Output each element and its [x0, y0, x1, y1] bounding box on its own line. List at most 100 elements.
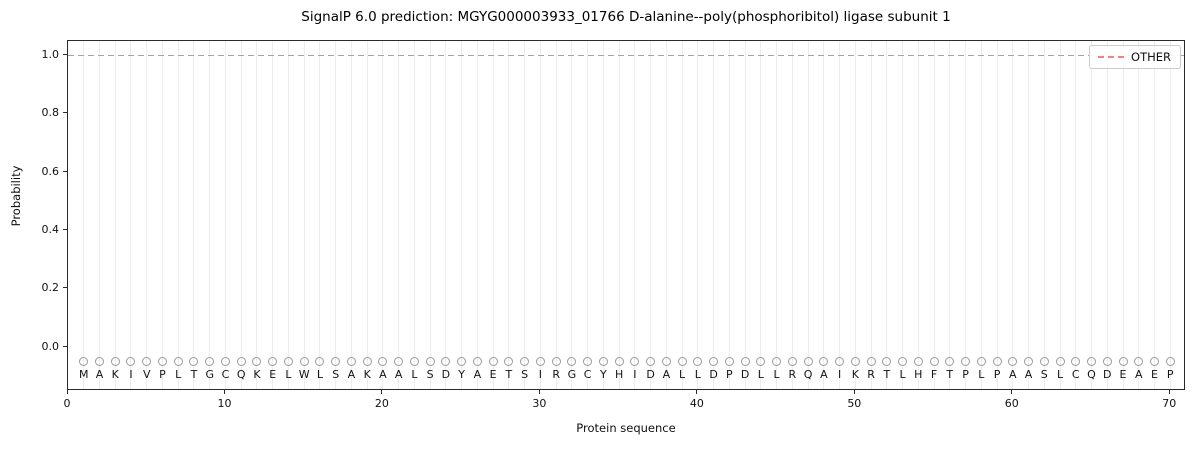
grid-line: [917, 41, 919, 389]
x-tick-mark: [853, 390, 855, 394]
residue-letter: C: [221, 367, 230, 381]
residue-letter: P: [159, 367, 166, 381]
grid-line: [272, 41, 274, 389]
residue-marker: [929, 357, 939, 367]
grid-line: [1075, 41, 1077, 389]
legend-entry-other: OTHER: [1131, 50, 1171, 64]
residue-marker: [236, 357, 246, 367]
residue-letter: S: [332, 367, 340, 381]
residue-letter: K: [253, 367, 261, 381]
grid-line: [539, 41, 541, 389]
grid-line: [256, 41, 258, 389]
grid-line: [1012, 41, 1014, 389]
y-tick-label: 0.2: [41, 281, 60, 295]
grid-line: [319, 41, 321, 389]
grid-line: [807, 41, 809, 389]
residue-marker: [1165, 357, 1175, 367]
grid-line: [429, 41, 431, 389]
grid-line: [1106, 41, 1108, 389]
residue-letter: M: [78, 367, 89, 381]
residue-marker: [1024, 357, 1034, 367]
residue-letter: D: [646, 367, 655, 381]
residue-letter: G: [567, 367, 577, 381]
residue-marker: [866, 357, 876, 367]
residue-marker: [598, 357, 608, 367]
residue-letter: A: [347, 367, 356, 381]
grid-line: [618, 41, 620, 389]
residue-marker: [1055, 357, 1065, 367]
x-tick-mark: [223, 390, 225, 394]
grid-line: [1091, 41, 1093, 389]
residue-letter: L: [285, 367, 292, 381]
residue-letter: I: [837, 367, 842, 381]
x-tick-mark: [696, 390, 698, 394]
grid-line: [949, 41, 951, 389]
grid-line: [1043, 41, 1045, 389]
residue-letter: P: [1166, 367, 1174, 381]
legend: OTHER: [1089, 45, 1181, 69]
grid-line: [555, 41, 557, 389]
grid-line: [1138, 41, 1140, 389]
residue-marker: [394, 357, 404, 367]
residue-letter: A: [473, 367, 482, 381]
residue-marker: [992, 357, 1002, 367]
residue-marker: [409, 357, 419, 367]
grid-line: [870, 41, 872, 389]
x-tick-label: 30: [532, 397, 547, 410]
residue-letter: D: [709, 367, 718, 381]
residue-letter: P: [993, 367, 1001, 381]
residue-letter: A: [394, 367, 403, 381]
grid-line: [744, 41, 746, 389]
residue-letter: L: [978, 367, 985, 381]
grid-line: [209, 41, 211, 389]
residue-letter: S: [426, 367, 434, 381]
residue-letter: L: [899, 367, 906, 381]
residue-letter: P: [962, 367, 969, 381]
grid-line: [1028, 41, 1030, 389]
residue-letter: S: [1040, 367, 1048, 381]
grid-line: [1059, 41, 1061, 389]
grid-line: [524, 41, 526, 389]
grid-line: [492, 41, 494, 389]
grid-line: [98, 41, 100, 389]
grid-line: [602, 41, 604, 389]
residue-letter: C: [1071, 367, 1080, 381]
residue-letter: E: [1119, 367, 1127, 381]
residue-letter: A: [1024, 367, 1033, 381]
y-tick-label: 0.8: [41, 106, 60, 120]
grid-line: [980, 41, 982, 389]
residue-marker: [1118, 357, 1128, 367]
residue-letter: G: [205, 367, 214, 381]
residue-letter: D: [441, 367, 451, 381]
residue-marker: [787, 357, 797, 367]
y-tick-label: 0.6: [41, 164, 60, 178]
grid-line: [791, 41, 793, 389]
residue-letter: A: [1009, 367, 1017, 381]
y-tick-mark: [63, 287, 67, 289]
grid-line: [886, 41, 888, 389]
grid-line: [161, 41, 163, 389]
residue-letter: E: [489, 367, 497, 381]
grid-line: [303, 41, 305, 389]
residue-letter: I: [633, 367, 637, 381]
residue-marker: [1134, 357, 1144, 367]
residue-letter: L: [679, 367, 686, 381]
residue-marker: [457, 357, 467, 367]
x-tick-mark: [66, 390, 68, 394]
residue-marker: [441, 357, 451, 367]
x-tick-label: 70: [1162, 397, 1177, 410]
residue-letter: V: [142, 367, 151, 381]
x-tick-label: 50: [847, 397, 862, 410]
y-tick-mark: [63, 170, 67, 172]
grid-line: [83, 41, 85, 389]
residue-marker: [299, 357, 309, 367]
grid-line: [240, 41, 242, 389]
grid-line: [508, 41, 510, 389]
residue-letter: L: [694, 367, 701, 381]
residue-marker: [882, 357, 892, 367]
residue-marker: [756, 357, 766, 367]
residue-marker: [646, 357, 656, 367]
grid-line: [665, 41, 667, 389]
residue-marker: [1102, 357, 1112, 367]
